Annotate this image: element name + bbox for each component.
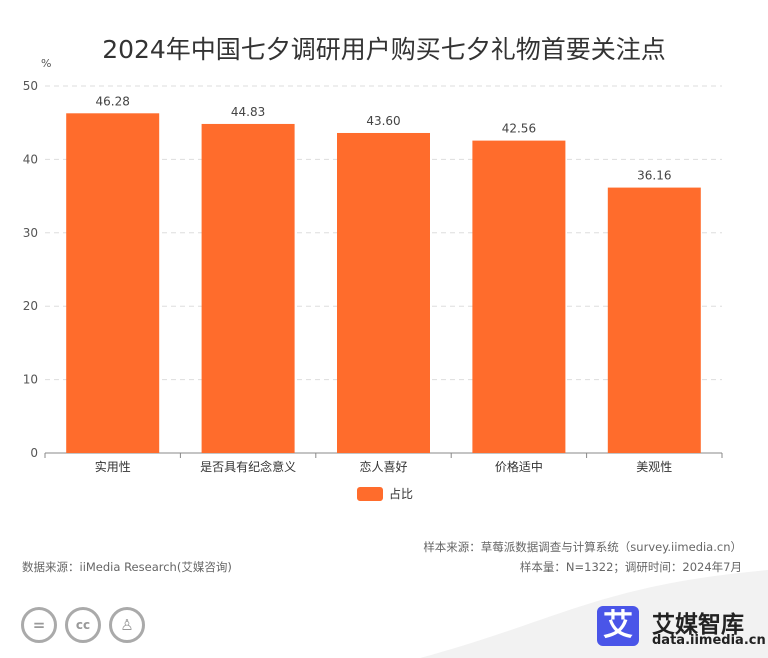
bar-chart: % 0 10 20 30 40 50 46.28 实用性 44.83 是否具有纪念意义 43.60 恋人… xyxy=(23,57,723,501)
data-label: 46.28 xyxy=(96,94,130,108)
y-tick-label: 10 xyxy=(23,373,38,387)
nd-icon: = xyxy=(21,607,57,643)
legend-swatch xyxy=(357,487,383,501)
y-tick-label: 20 xyxy=(23,299,38,313)
data-source: 数据来源：iiMedia Research(艾媒咨询) xyxy=(22,560,232,574)
data-label: 36.16 xyxy=(637,169,671,183)
y-tick-label: 40 xyxy=(23,152,38,166)
x-tick-label: 恋人喜好 xyxy=(359,459,407,474)
x-tick-label: 是否具有纪念意义 xyxy=(200,459,296,474)
x-tick-label: 实用性 xyxy=(95,459,131,474)
bar xyxy=(201,123,295,453)
data-label: 43.60 xyxy=(366,114,400,128)
y-unit-label: % xyxy=(41,57,51,70)
data-label: 44.83 xyxy=(231,105,265,119)
logo-name: 艾媒智库 xyxy=(652,612,744,638)
y-tick-label: 50 xyxy=(23,79,38,93)
logo-mark: 艾 xyxy=(597,606,639,646)
bar xyxy=(607,187,701,453)
y-tick-label: 30 xyxy=(23,226,38,240)
chart-title: 2024年中国七夕调研用户购买七夕礼物首要关注点 xyxy=(102,35,666,64)
x-tick-label: 美观性 xyxy=(636,460,672,474)
data-label: 42.56 xyxy=(502,122,536,136)
bar xyxy=(66,113,160,453)
cc-icon: cc xyxy=(65,607,101,643)
y-tick-label: 0 xyxy=(30,446,38,460)
logo-url: data.iimedia.cn xyxy=(652,633,766,648)
bar xyxy=(472,140,566,453)
bar xyxy=(337,132,430,453)
legend-label: 占比 xyxy=(389,486,413,501)
sample-source: 样本来源：草莓派数据调查与计算系统（survey.iimedia.cn） xyxy=(423,540,742,554)
x-tick-label: 价格适中 xyxy=(495,459,543,474)
sample-info: 样本量：N=1322；调研时间：2024年7月 xyxy=(519,560,742,574)
by-icon: ♙ xyxy=(109,607,145,643)
